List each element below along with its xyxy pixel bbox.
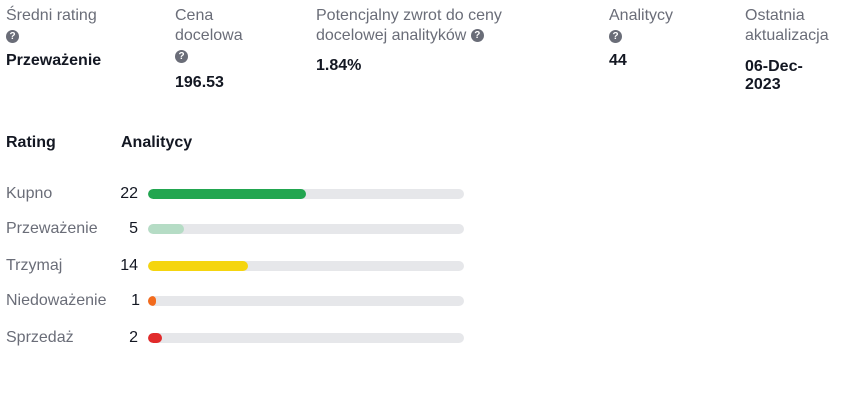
- rating-label: Kupno: [6, 185, 53, 202]
- rating-bar-fill: [148, 296, 156, 306]
- rating-bar-fill: [148, 224, 184, 234]
- analysts-stat: Analitycy ? 44: [609, 6, 719, 70]
- last-update-label-line1: Ostatnia: [745, 7, 805, 24]
- rating-bar-track: [148, 224, 464, 234]
- last-update-stat: Ostatnia aktualizacja 06-Dec- 2023: [745, 6, 845, 94]
- potential-return-stat: Potencjalny zwrot do ceny docelowej anal…: [316, 6, 576, 75]
- analysts-value: 44: [609, 52, 627, 69]
- target-price-label-line1: Cena: [175, 7, 214, 24]
- avg-rating-label: Średni rating: [6, 7, 97, 24]
- target-price-value: 196.53: [175, 74, 224, 91]
- rating-bar-fill: [148, 333, 162, 343]
- rating-count: 2: [129, 329, 138, 346]
- rating-row-hold: Trzymaj 14: [6, 256, 466, 276]
- potential-return-label-line1: Potencjalny zwrot do ceny: [316, 7, 502, 24]
- rating-row-underweight: Niedoważenie 1: [6, 291, 466, 311]
- help-icon[interactable]: ?: [6, 30, 19, 44]
- target-price-label-line2: docelowa: [175, 27, 243, 44]
- rating-row-sell: Sprzedaż 2: [6, 328, 466, 348]
- rating-label: Trzymaj: [6, 257, 63, 274]
- rating-column-header: Rating: [6, 134, 56, 151]
- rating-count: 14: [120, 257, 138, 274]
- rating-bar-fill: [148, 189, 306, 199]
- avg-rating-value: Przeważenie: [6, 52, 102, 69]
- rating-label: Przeważenie: [6, 220, 98, 237]
- rating-bar-track: [148, 296, 464, 306]
- avg-rating-stat: Średni rating ? Przeważenie: [6, 6, 156, 70]
- rating-count: 5: [129, 220, 138, 237]
- rating-row-overweight: Przeważenie 5: [6, 219, 466, 239]
- target-price-stat: Cena docelowa ? 196.53: [175, 6, 285, 92]
- rating-bar-track: [148, 189, 464, 199]
- rating-count: 22: [120, 185, 138, 202]
- analysts-label: Analitycy: [609, 7, 674, 24]
- help-icon[interactable]: ?: [470, 29, 484, 43]
- analysts-column-header: Analitycy: [121, 134, 193, 151]
- last-update-value-line2: 2023: [745, 76, 781, 93]
- rating-bar-track: [148, 333, 464, 343]
- rating-bar-track: [148, 261, 464, 271]
- rating-label: Niedoważenie: [6, 292, 107, 309]
- last-update-value-line1: 06-Dec-: [745, 58, 803, 75]
- potential-return-label-line2: docelowej analityków: [316, 27, 467, 44]
- rating-row-buy: Kupno 22: [6, 184, 466, 204]
- rating-label: Sprzedaż: [6, 329, 74, 346]
- rating-bar-fill: [148, 261, 248, 271]
- help-icon[interactable]: ?: [175, 50, 188, 64]
- last-update-label-line2: aktualizacja: [745, 27, 829, 44]
- help-icon[interactable]: ?: [609, 30, 622, 44]
- rating-count: 1: [131, 292, 140, 309]
- potential-return-value: 1.84%: [316, 57, 362, 74]
